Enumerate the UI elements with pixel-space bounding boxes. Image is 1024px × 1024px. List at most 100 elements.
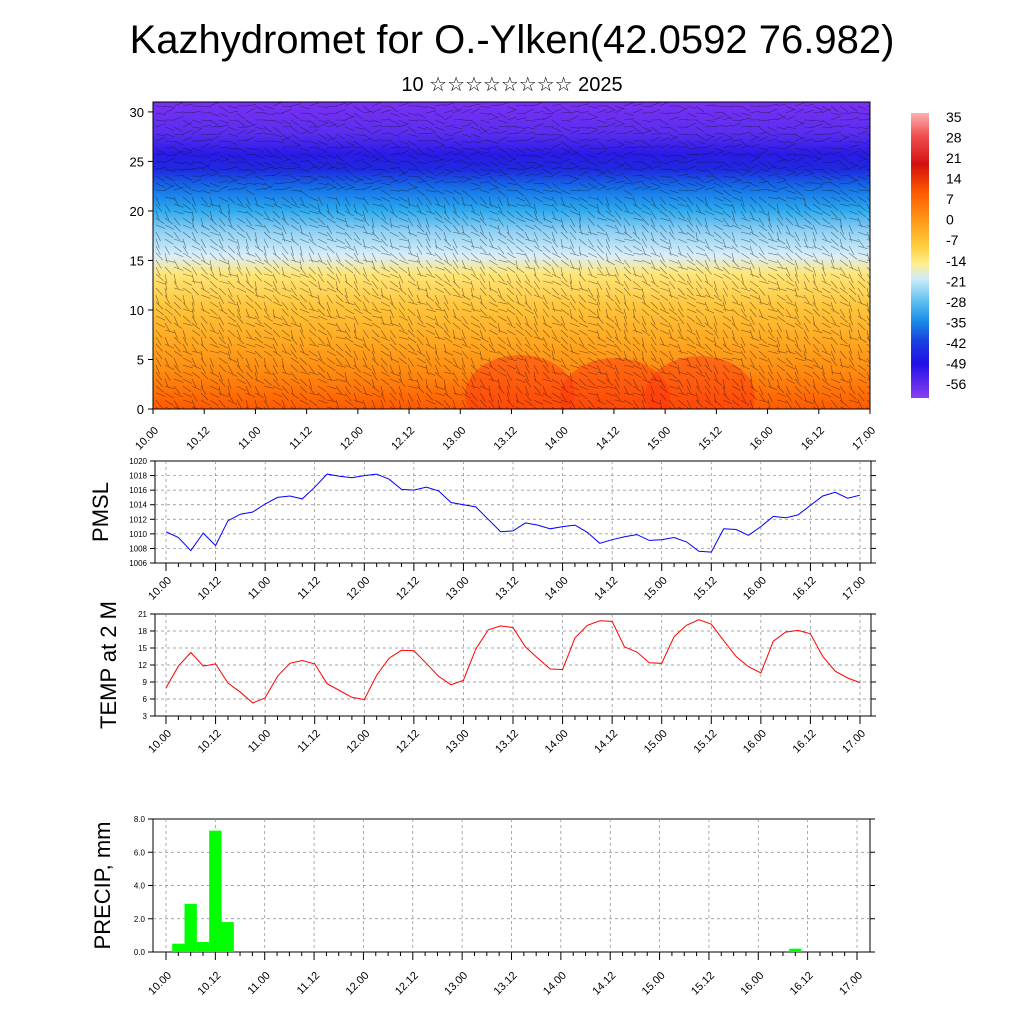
cross-x-tick-label: 16.00 — [748, 425, 776, 453]
colorbar-label: -14 — [946, 253, 966, 269]
precip-bar — [221, 922, 234, 952]
precip-x-tick-label: 10.00 — [146, 970, 174, 998]
pmsl-x-tick-label: 10.12 — [196, 575, 224, 603]
pmsl-y-tick-label: 1016 — [129, 486, 147, 495]
temp-2m-x-tick-label: 11.12 — [295, 728, 322, 755]
pmsl-y-tick-label: 1018 — [129, 472, 147, 481]
cross-y-tick-label: 15 — [130, 253, 144, 268]
cross-x-tick-label: 17.00 — [850, 425, 878, 453]
colorbar-label: -35 — [946, 314, 966, 330]
cross-y-tick-label: 10 — [130, 303, 144, 318]
precip-bar — [172, 943, 185, 952]
precip-x-tick-label: 14.00 — [541, 970, 569, 998]
cross-x-tick-label: 10.12 — [184, 425, 212, 453]
precip-x-tick-label: 12.00 — [344, 970, 372, 998]
cross-x-tick-label: 11.00 — [236, 425, 263, 452]
pmsl-x-tick-label: 11.12 — [295, 575, 322, 602]
precip-bar — [196, 942, 210, 952]
cross-x-tick-label: 13.00 — [440, 425, 468, 453]
pmsl-x-tick-label: 14.12 — [592, 575, 620, 603]
colorbar-label: 35 — [946, 109, 962, 125]
colorbar-label: -21 — [946, 273, 966, 289]
cross-x-tick-label: 12.00 — [338, 425, 366, 453]
pmsl-x-tick-label: 13.00 — [444, 575, 472, 603]
precip-grid — [153, 819, 870, 952]
precip-x-tick-label: 13.00 — [442, 970, 470, 998]
colorbar-label: 21 — [946, 150, 962, 166]
pmsl-x-tick-label: 15.00 — [642, 575, 670, 603]
cross-x-tick-label: 15.12 — [697, 425, 725, 453]
precip-bar — [789, 948, 802, 952]
pmsl-x-tick-label: 10.00 — [146, 575, 174, 603]
pmsl-x-tick-label: 17.00 — [840, 575, 868, 603]
wind-barbs — [155, 102, 870, 409]
precip-x-tick-label: 14.12 — [590, 970, 618, 998]
cross-y-tick-label: 0 — [137, 402, 144, 417]
precip-y-tick-label: 0.0 — [134, 948, 146, 957]
pmsl-x-tick-label: 16.00 — [741, 575, 769, 603]
temp-2m-x-tick-label: 10.00 — [146, 728, 174, 756]
cross-y-tick-label: 20 — [130, 204, 144, 219]
temp-2m-y-tick-label: 12 — [138, 661, 147, 670]
colorbar-label: -56 — [946, 376, 966, 392]
pmsl-x-tick-label: 13.12 — [493, 575, 521, 603]
temp-2m-x-tick-label: 16.12 — [791, 728, 819, 756]
precip-x-tick-label: 12.12 — [393, 970, 421, 998]
cross-y-tick-label: 5 — [137, 352, 144, 367]
colorbar-label: 28 — [946, 130, 962, 146]
pmsl-y-tick-label: 1012 — [129, 515, 147, 524]
temp-2m-y-axis-label: TEMP at 2 M — [96, 601, 121, 729]
colorbar-label: 7 — [946, 191, 954, 207]
pmsl-y-tick-label: 1020 — [129, 457, 147, 466]
pmsl-y-tick-label: 1006 — [129, 559, 147, 568]
precip-bar — [184, 903, 197, 952]
cross-x-tick-label: 12.12 — [389, 425, 417, 453]
precip-x-tick-label: 10.12 — [196, 970, 224, 998]
pmsl-x-tick-label: 12.00 — [344, 575, 372, 603]
temp-2m-y-tick-label: 21 — [138, 610, 147, 619]
pmsl-y-tick-label: 1010 — [129, 530, 147, 539]
temp-2m-x-tick-label: 10.12 — [196, 728, 224, 756]
cross-x-tick-label: 11.12 — [287, 425, 314, 452]
pmsl-x-tick-label: 14.00 — [543, 575, 571, 603]
temp-2m-x-tick-label: 14.12 — [592, 728, 620, 756]
temp-2m-x-tick-label: 11.00 — [246, 728, 273, 755]
precip-bar — [209, 830, 222, 952]
temp-2m-x-tick-label: 15.12 — [691, 728, 719, 756]
temp-2m-x-tick-label: 16.00 — [741, 728, 769, 756]
precip-x-tick-label: 15.12 — [689, 970, 717, 998]
cross-x-tick-label: 14.00 — [543, 425, 571, 453]
temp-2m-x-tick-label: 15.00 — [642, 728, 670, 756]
temp-2m-x-tick-label: 17.00 — [840, 728, 868, 756]
temp-2m-x-tick-label: 12.00 — [344, 728, 372, 756]
pmsl-x-tick-label: 15.12 — [691, 575, 719, 603]
pmsl-grid — [155, 461, 871, 563]
precip-x-tick-label: 16.00 — [738, 970, 766, 998]
pmsl-y-axis-label: PMSL — [88, 482, 113, 542]
cross-y-tick-label: 25 — [130, 154, 144, 169]
temp-2m-y-tick-label: 6 — [143, 695, 148, 704]
colorbar — [911, 113, 929, 398]
temp-2m-y-tick-label: 18 — [138, 627, 147, 636]
colorbar-label: -7 — [946, 232, 959, 248]
cross-y-tick-label: 30 — [130, 105, 144, 120]
precip-x-tick-label: 15.00 — [640, 970, 668, 998]
colorbar-label: 0 — [946, 212, 954, 228]
precip-x-tick-label: 11.12 — [295, 970, 322, 997]
warm-core — [645, 356, 755, 409]
temp-2m-x-tick-label: 13.00 — [444, 728, 472, 756]
cross-x-tick-label: 16.12 — [799, 425, 827, 453]
page-title: Kazhydromet for O.-Ylken(42.0592 76.982) — [129, 18, 895, 62]
pmsl-y-tick-label: 1008 — [129, 544, 147, 553]
temp-2m-x-tick-label: 12.12 — [394, 728, 422, 756]
precip-y-axis-label: PRECIP, mm — [90, 822, 115, 950]
temp-2m-series-line — [165, 619, 861, 704]
pmsl-y-tick-label: 1014 — [129, 501, 147, 510]
temp-2m-y-tick-label: 15 — [138, 644, 147, 653]
cross-x-tick-label: 10.00 — [133, 425, 161, 453]
precip-y-tick-label: 4.0 — [134, 882, 146, 891]
precip-y-tick-label: 6.0 — [134, 848, 146, 857]
pmsl-x-tick-label: 16.12 — [791, 575, 819, 603]
cross-x-tick-label: 14.12 — [594, 425, 622, 453]
